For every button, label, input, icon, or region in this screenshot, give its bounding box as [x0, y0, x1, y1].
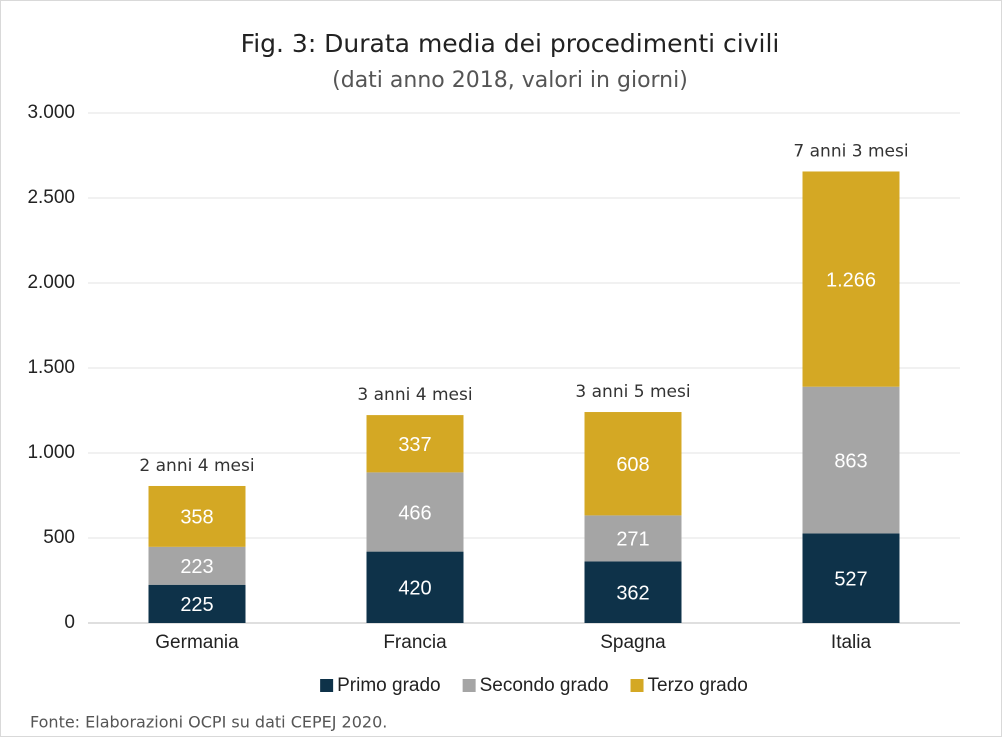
bar-segment [584, 561, 682, 623]
bar-segment [366, 472, 464, 552]
data-label: 608 [616, 454, 649, 476]
bar-segment [802, 171, 900, 387]
legend-label: Terzo grado [648, 675, 748, 696]
total-annotation: 2 anni 4 mesi [139, 456, 254, 476]
bar-segment [148, 546, 246, 585]
y-tick-label: 500 [43, 527, 75, 548]
bar-segment [366, 415, 464, 473]
data-label: 466 [398, 502, 431, 524]
chart-title: Fig. 3: Durata media dei procedimenti ci… [241, 29, 780, 58]
source-note: Fonte: Elaborazioni OCPI su dati CEPEJ 2… [30, 713, 387, 732]
bar-segment [148, 584, 246, 623]
data-label: 362 [616, 583, 649, 605]
legend-swatch [630, 679, 644, 692]
data-label: 420 [398, 578, 431, 600]
bar-segment [366, 551, 464, 623]
y-tick-label: 3.000 [27, 102, 75, 123]
x-tick-label: Italia [831, 632, 872, 653]
x-tick-label: Francia [383, 632, 447, 653]
y-tick-label: 1.000 [27, 442, 75, 463]
data-label: 358 [180, 507, 213, 529]
y-tick-label: 2.000 [27, 272, 75, 293]
total-annotation: 7 anni 3 mesi [793, 141, 908, 161]
legend-swatch [320, 679, 334, 692]
bar-segment [802, 533, 900, 623]
y-tick-label: 2.500 [27, 187, 75, 208]
bar-segment [148, 485, 246, 547]
x-tick-label: Spagna [600, 632, 666, 653]
legend-label: Primo grado [337, 675, 441, 696]
bar-segment [584, 515, 682, 562]
data-label: 1.266 [826, 269, 876, 291]
legend-swatch [462, 679, 476, 692]
x-tick-label: Germania [155, 632, 239, 653]
y-tick-label: 1.500 [27, 357, 75, 378]
data-label: 225 [180, 594, 213, 616]
legend-label: Secondo grado [480, 675, 609, 696]
bar-segment [802, 386, 900, 534]
data-label: 863 [834, 450, 867, 472]
total-annotation: 3 anni 4 mesi [357, 385, 472, 405]
data-label: 271 [616, 529, 649, 551]
total-annotation: 3 anni 5 mesi [575, 382, 690, 402]
data-label: 337 [398, 434, 431, 456]
data-label: 223 [180, 556, 213, 578]
bar-segment [584, 412, 682, 516]
y-tick-label: 0 [64, 612, 75, 633]
data-label: 527 [834, 568, 867, 590]
chart-subtitle: (dati anno 2018, valori in giorni) [332, 68, 688, 93]
